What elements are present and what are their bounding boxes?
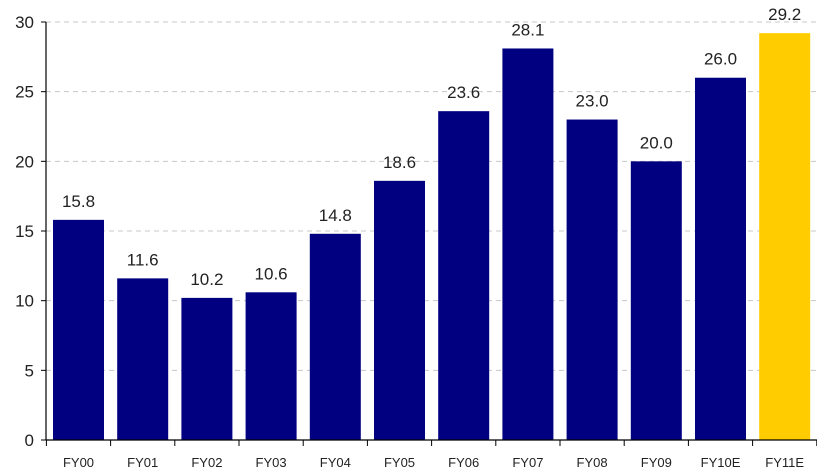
x-tick-label: FY07 — [512, 455, 543, 470]
x-tick-label: FY03 — [256, 455, 287, 470]
bar-fy00 — [53, 219, 104, 440]
bars — [53, 33, 811, 441]
bar-fy05 — [374, 180, 425, 440]
data-label-fy01: 11.6 — [127, 250, 159, 269]
bar-fy07 — [502, 48, 554, 441]
x-tick-label: FY06 — [448, 455, 479, 470]
bar-fy11e — [759, 33, 811, 440]
data-label-fy11e: 29.2 — [768, 5, 801, 24]
data-label-fy00: 15.8 — [62, 192, 95, 211]
x-tick-label: FY05 — [384, 455, 415, 470]
bar-fy08 — [566, 119, 618, 441]
data-label-fy04: 14.8 — [319, 206, 352, 225]
y-tick-label: 25 — [15, 83, 34, 102]
labels: 0 5 10 15 20 25 30 15.8 FY00 11.6 FY01 10.2 FY02 10.6… — [15, 5, 804, 470]
y-tick-label: 20 — [15, 152, 34, 171]
data-label-fy05: 18.6 — [383, 153, 416, 172]
bar-fy04 — [309, 233, 361, 440]
data-label-fy02: 10.2 — [190, 270, 223, 289]
bar-fy02 — [181, 297, 233, 440]
x-tick-label: FY01 — [127, 455, 158, 470]
y-tick-label: 30 — [15, 13, 34, 32]
x-tick-label: FY09 — [641, 455, 672, 470]
data-label-fy07: 28.1 — [511, 20, 544, 39]
x-tick-label: FY08 — [577, 455, 608, 470]
data-label-fy09: 20.0 — [640, 133, 673, 152]
data-label-fy08: 23.0 — [576, 92, 609, 111]
gridlines — [46, 21, 817, 371]
bar-fy03 — [245, 292, 297, 440]
x-tick-label: FY04 — [320, 455, 351, 470]
y-tick-label: 10 — [15, 292, 34, 311]
y-tick-label: 0 — [25, 431, 34, 450]
x-tick-label: FY11E — [765, 455, 804, 470]
x-tick-label: FY02 — [191, 455, 222, 470]
bar-fy10e — [695, 77, 746, 440]
data-label-fy10e: 26.0 — [704, 50, 737, 69]
y-tick-label: 15 — [15, 222, 34, 241]
bar-fy09 — [630, 161, 682, 441]
bar-fy01 — [117, 278, 169, 440]
bar-fy06 — [438, 111, 490, 440]
y-tick-label: 5 — [25, 361, 34, 380]
data-label-fy03: 10.6 — [255, 264, 288, 283]
data-label-fy06: 23.6 — [447, 83, 480, 102]
axes — [41, 21, 817, 446]
x-tick-label: FY10E — [701, 455, 741, 470]
x-tick-label: FY00 — [63, 455, 94, 470]
